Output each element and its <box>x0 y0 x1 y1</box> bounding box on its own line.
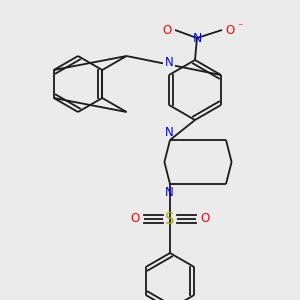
Text: N: N <box>165 127 173 140</box>
Text: ⁻: ⁻ <box>237 22 243 32</box>
Text: S: S <box>165 212 175 226</box>
Text: O: O <box>130 212 140 226</box>
Text: N: N <box>165 56 173 69</box>
Text: O: O <box>225 23 235 37</box>
Text: N: N <box>192 32 202 44</box>
Text: O: O <box>162 23 172 37</box>
Text: O: O <box>200 212 210 226</box>
Text: N: N <box>165 185 173 199</box>
